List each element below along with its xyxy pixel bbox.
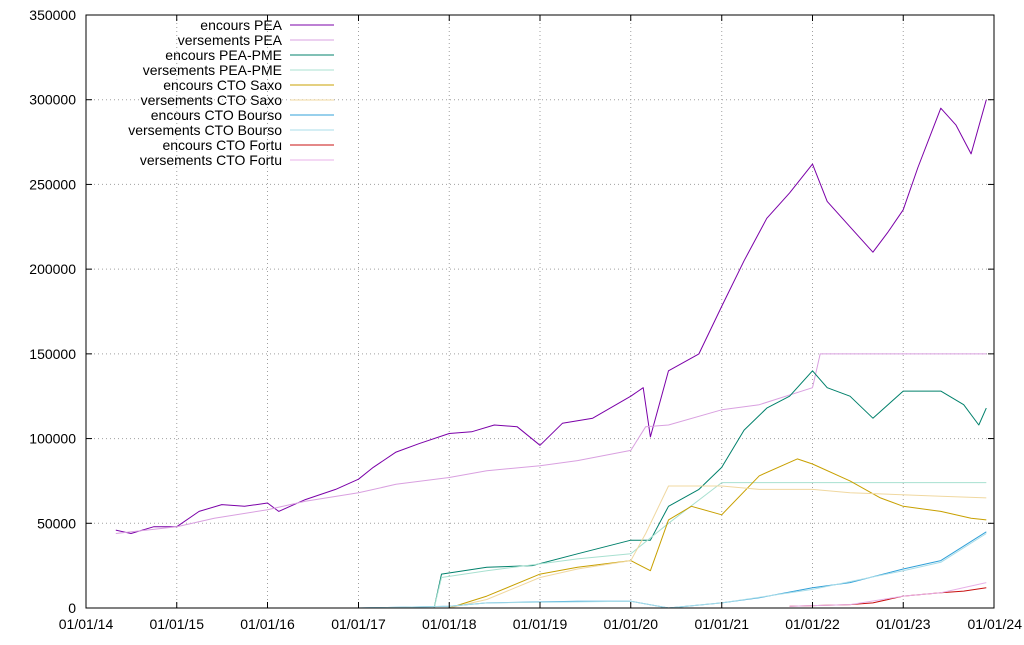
y-tick-label: 250000 — [29, 176, 76, 192]
series-line-4 — [449, 458, 987, 609]
legend-label: versements PEA — [178, 32, 283, 48]
legend-label: versements CTO Fortu — [140, 152, 282, 168]
legend-label: versements CTO Bourso — [128, 122, 282, 138]
y-tick-label: 150000 — [29, 346, 76, 362]
y-tick-label: 350000 — [29, 7, 76, 23]
x-tick-label: 01/01/16 — [240, 616, 295, 632]
x-tick-label: 01/01/22 — [785, 616, 840, 632]
legend-label: encours CTO Saxo — [163, 77, 282, 93]
series-line-9 — [789, 582, 987, 607]
legend-label: encours CTO Fortu — [162, 137, 282, 153]
legend-label: versements CTO Saxo — [141, 92, 283, 108]
x-tick-label: 01/01/17 — [331, 616, 386, 632]
y-tick-label: 300000 — [29, 92, 76, 108]
x-tick-label: 01/01/24 — [968, 616, 1023, 632]
series-line-1 — [115, 353, 987, 534]
x-tick-label: 01/01/19 — [513, 616, 568, 632]
y-tick-label: 100000 — [29, 431, 76, 447]
x-tick-label: 01/01/18 — [422, 616, 477, 632]
y-tick-label: 50000 — [37, 515, 76, 531]
x-tick-label: 01/01/23 — [876, 616, 931, 632]
legend-label: encours PEA — [200, 17, 282, 33]
x-tick-label: 01/01/20 — [604, 616, 659, 632]
x-tick-label: 01/01/14 — [59, 616, 114, 632]
x-tick-label: 01/01/21 — [694, 616, 749, 632]
series-line-0 — [115, 99, 987, 534]
legend-label: encours CTO Bourso — [151, 107, 282, 123]
legend-label: encours PEA-PME — [165, 47, 282, 63]
series-line-5 — [449, 485, 987, 609]
series-line-8 — [789, 587, 987, 607]
series-line-7 — [267, 533, 987, 609]
legend-label: versements PEA-PME — [143, 62, 282, 78]
y-tick-label: 0 — [68, 600, 76, 616]
series-line-2 — [433, 370, 987, 609]
series-line-6 — [267, 531, 987, 609]
series-line-3 — [433, 482, 987, 609]
x-tick-label: 01/01/15 — [150, 616, 205, 632]
axes: 01/01/14 01/01/15 01/01/16 01/01/17 01/01/18… — [29, 7, 1022, 632]
y-tick-label: 200000 — [29, 261, 76, 277]
